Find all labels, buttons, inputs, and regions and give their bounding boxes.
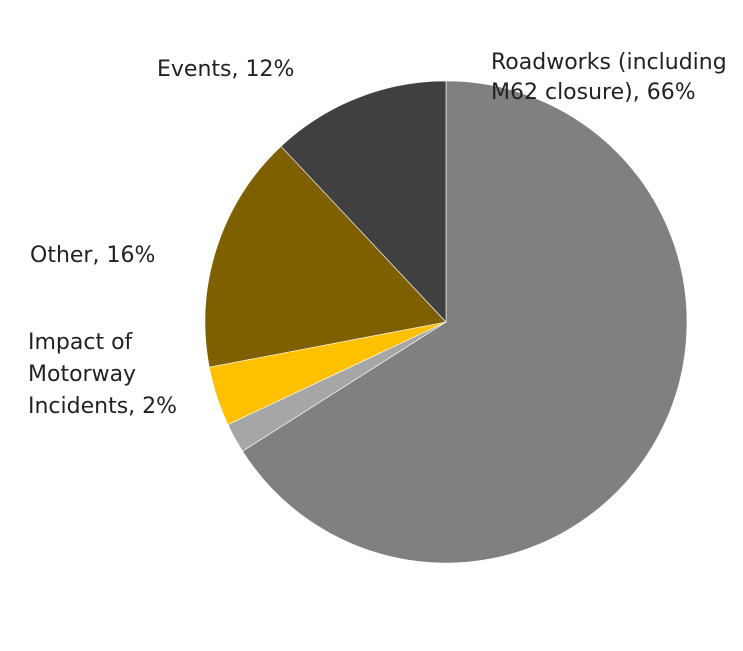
slice-label-4: Events, 12% xyxy=(157,57,294,82)
pie-slice-3 xyxy=(204,145,447,368)
slice-label-0: Roadworks (including M62 closure), 66% xyxy=(491,50,727,105)
slice-label-line: Impact of xyxy=(28,330,134,355)
slice-label-line: Other, 16% xyxy=(30,243,155,268)
slice-label-line: Incidents, 2% xyxy=(28,394,177,419)
slice-label-line: Events, 12% xyxy=(157,57,294,82)
slice-label-1: Impact of Motorway Incidents, 2% xyxy=(28,330,177,419)
slice-label-line: Roadworks (including xyxy=(491,50,727,75)
pie-slice-0 xyxy=(242,80,688,564)
slice-label-3: Other, 16% xyxy=(30,243,155,268)
slice-label-line: M62 closure), 66% xyxy=(491,80,696,105)
labels-layer: Roadworks (including M62 closure), 66% Imp… xyxy=(28,50,727,419)
pie-slice-4 xyxy=(280,80,447,323)
slice-label-line: Motorway xyxy=(28,362,136,387)
slices-layer xyxy=(204,80,688,564)
